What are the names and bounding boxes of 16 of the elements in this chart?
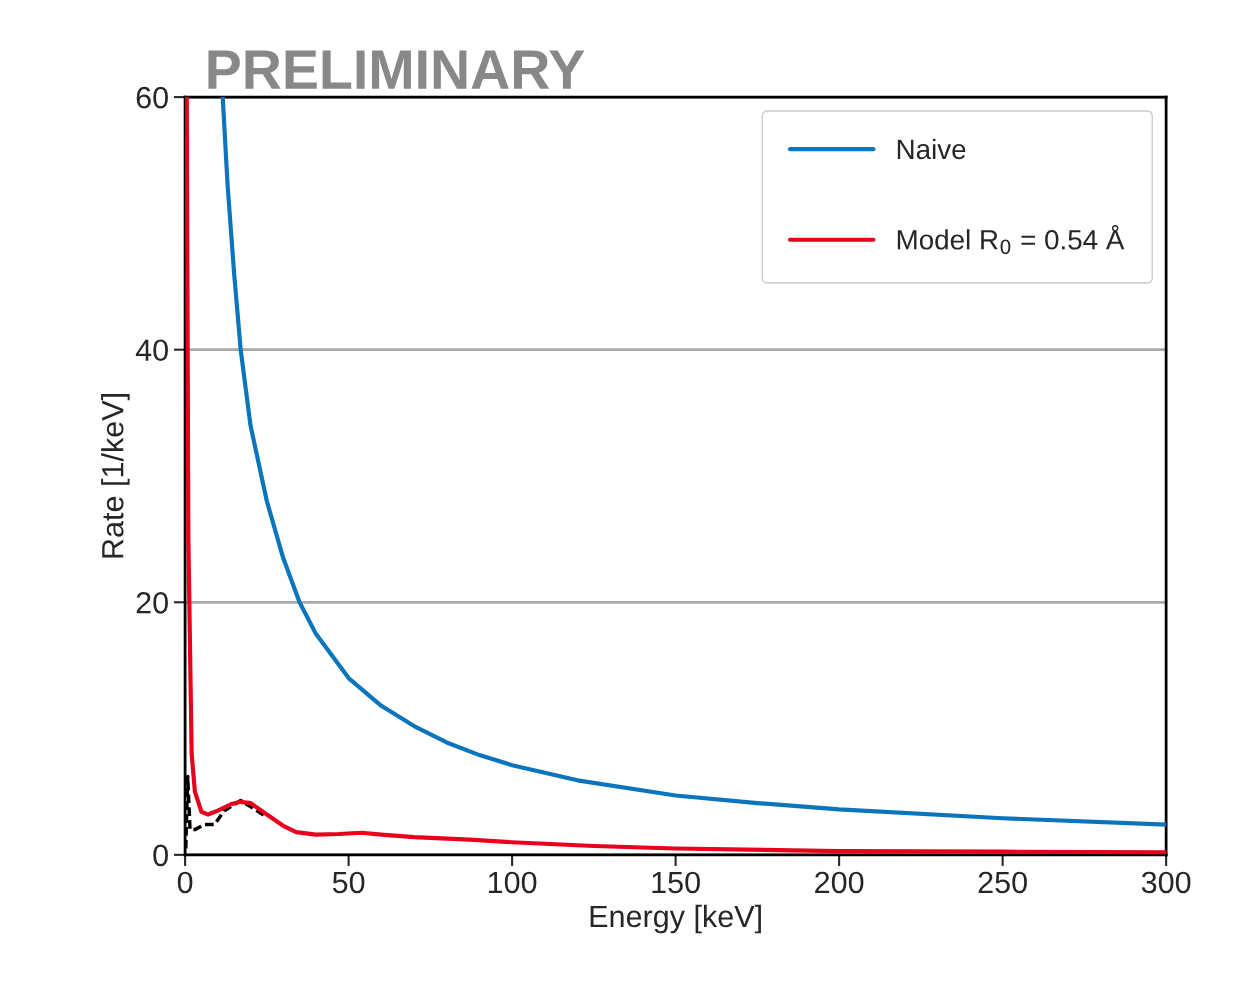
x-tick-label: 150 bbox=[652, 871, 700, 894]
legend-label: Naive bbox=[897, 138, 966, 160]
y-tick-label: 0 bbox=[153, 844, 168, 867]
x-tick-label: 0 bbox=[177, 871, 193, 894]
chart-title: PRELIMINARY bbox=[208, 50, 585, 89]
y-axis-title: Rate [1/keV] bbox=[101, 394, 130, 558]
legend-label: Model R$_{0}$ = 0.54 Å bbox=[897, 225, 1125, 255]
y-tick-label: 40 bbox=[135, 339, 168, 362]
y-tick-label: 60 bbox=[136, 86, 168, 109]
y-tick-label: 20 bbox=[136, 592, 168, 614]
x-tick-label: 50 bbox=[332, 871, 365, 894]
x-axis-title: Energy [keV] bbox=[590, 904, 761, 934]
x-tick-label: 250 bbox=[978, 871, 1027, 894]
x-tick-label: 100 bbox=[488, 871, 537, 894]
x-tick-label: 300 bbox=[1141, 871, 1191, 894]
x-tick-label: 200 bbox=[815, 871, 864, 894]
